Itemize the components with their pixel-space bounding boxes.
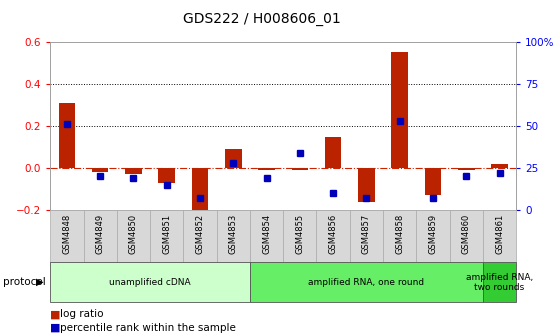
Bar <box>416 210 450 262</box>
Text: GSM4856: GSM4856 <box>329 214 338 254</box>
Text: GSM4851: GSM4851 <box>162 214 171 254</box>
Bar <box>325 136 341 168</box>
Text: GSM4850: GSM4850 <box>129 214 138 254</box>
Text: GSM4854: GSM4854 <box>262 214 271 254</box>
Bar <box>250 210 283 262</box>
Bar <box>425 168 441 195</box>
Bar <box>225 149 242 168</box>
Text: GSM4849: GSM4849 <box>95 214 105 254</box>
Bar <box>50 210 84 262</box>
Text: ■: ■ <box>50 323 61 333</box>
Bar <box>217 210 250 262</box>
Text: GSM4861: GSM4861 <box>495 214 504 254</box>
Text: GSM4860: GSM4860 <box>461 214 471 254</box>
Text: GSM4853: GSM4853 <box>229 214 238 254</box>
Bar <box>283 210 316 262</box>
Bar <box>191 168 208 218</box>
Text: GSM4859: GSM4859 <box>429 214 437 254</box>
Bar <box>316 210 350 262</box>
Bar <box>258 168 275 170</box>
Text: GSM4848: GSM4848 <box>62 214 71 254</box>
Bar <box>450 210 483 262</box>
Bar <box>291 168 308 170</box>
Bar <box>383 210 416 262</box>
Bar <box>117 210 150 262</box>
Bar <box>158 168 175 183</box>
Bar <box>92 168 108 172</box>
Text: unamplified cDNA: unamplified cDNA <box>109 278 191 287</box>
Bar <box>184 210 217 262</box>
Bar <box>150 210 184 262</box>
Text: GDS222 / H008606_01: GDS222 / H008606_01 <box>184 12 341 26</box>
Text: amplified RNA, one round: amplified RNA, one round <box>309 278 425 287</box>
Bar <box>125 168 142 174</box>
Bar <box>358 168 375 202</box>
Text: GSM4857: GSM4857 <box>362 214 371 254</box>
Bar <box>458 168 474 170</box>
Text: ▶: ▶ <box>36 277 44 287</box>
Bar <box>483 210 516 262</box>
Text: percentile rank within the sample: percentile rank within the sample <box>60 323 236 333</box>
Bar <box>483 262 516 302</box>
Text: log ratio: log ratio <box>60 309 104 319</box>
Text: GSM4852: GSM4852 <box>195 214 204 254</box>
Text: ■: ■ <box>50 309 61 319</box>
Bar <box>350 210 383 262</box>
Bar <box>250 262 483 302</box>
Bar <box>59 103 75 168</box>
Text: GSM4858: GSM4858 <box>395 214 404 254</box>
Text: GSM4855: GSM4855 <box>295 214 304 254</box>
Bar <box>84 210 117 262</box>
Bar <box>491 164 508 168</box>
Bar <box>391 52 408 168</box>
Text: amplified RNA,
two rounds: amplified RNA, two rounds <box>466 272 533 292</box>
Bar <box>50 262 250 302</box>
Text: protocol: protocol <box>3 277 46 287</box>
